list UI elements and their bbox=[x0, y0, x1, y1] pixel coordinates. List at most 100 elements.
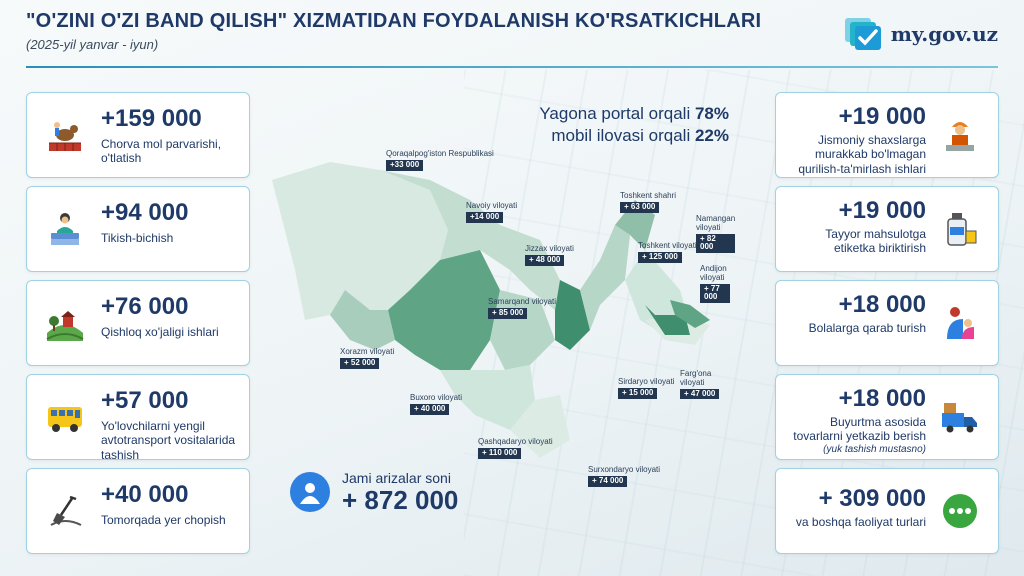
portal-stats: Yagona portal orqali 78% mobil ilovasi o… bbox=[539, 103, 729, 147]
region-value: + 110 000 bbox=[478, 447, 522, 459]
card-value: +19 000 bbox=[838, 103, 926, 130]
region-label: Farg'ona viloyati + 47 000 bbox=[680, 369, 730, 400]
portal-line-mobile: mobil ilovasi orqali 22% bbox=[539, 125, 729, 147]
region-label: Namangan viloyati + 82 000 bbox=[696, 214, 736, 254]
more-icon bbox=[943, 494, 977, 528]
region-name: Toshkent viloyati bbox=[638, 241, 697, 250]
region-value: +14 000 bbox=[466, 211, 504, 223]
card-label: va boshqa faoliyat turlari bbox=[795, 515, 926, 529]
activity-card-livestock: +159 000 Chorva mol parvarishi, o'tlatis… bbox=[26, 92, 250, 178]
region-value: + 74 000 bbox=[588, 475, 628, 487]
page-subtitle: (2025-yil yanvar - iyun) bbox=[26, 37, 159, 52]
region-name: Sirdaryo viloyati bbox=[618, 377, 675, 386]
region-label: Sirdaryo viloyati + 15 000 bbox=[618, 377, 675, 399]
logo-text: my.gov.uz bbox=[890, 22, 998, 46]
card-value: +76 000 bbox=[101, 293, 189, 320]
region-name: Buxoro viloyati bbox=[410, 393, 463, 402]
card-label: Buyurtma asosida tovarlarni yetkazib ber… bbox=[793, 415, 926, 444]
card-value: +18 000 bbox=[838, 385, 926, 412]
card-label: Qishloq xo'jaligi ishlari bbox=[101, 325, 219, 339]
checkbox-logo-icon bbox=[844, 18, 881, 50]
region-value: + 82 000 bbox=[696, 233, 736, 254]
card-label: Chorva mol parvarishi, o'tlatish bbox=[101, 137, 222, 166]
portal-value: 78% bbox=[694, 104, 729, 123]
card-label: Jismoniy shaxslarga murakkab bo'lmagan q… bbox=[798, 133, 926, 176]
card-value: + 309 000 bbox=[818, 485, 926, 512]
logo[interactable]: my.gov.uz bbox=[843, 16, 998, 52]
region-value: + 63 000 bbox=[620, 201, 660, 213]
livestock-icon bbox=[49, 122, 81, 151]
region-label: Qashqadaryo viloyati + 110 000 bbox=[478, 437, 553, 459]
region-value: + 47 000 bbox=[680, 388, 720, 400]
card-label: Bolalarga qarab turish bbox=[808, 321, 926, 335]
builder-icon bbox=[946, 122, 974, 151]
card-label: Tomorqada yer chopish bbox=[101, 513, 226, 527]
card-value: +57 000 bbox=[101, 387, 189, 414]
card-note: (yuk tashish mustasno) bbox=[823, 443, 926, 455]
region-name: Toshkent shahri bbox=[620, 191, 677, 200]
region-label: Qoraqalpog'iston Respublikasi +33 000 bbox=[386, 149, 494, 171]
total-label: Jami arizalar soni bbox=[342, 470, 451, 486]
region-value: + 52 000 bbox=[340, 357, 380, 369]
map-shape bbox=[272, 162, 710, 458]
page-title: "O'ZINI O'ZI BAND QILISH" XIZMATIDAN FOY… bbox=[26, 10, 762, 32]
region-value: + 15 000 bbox=[618, 387, 658, 399]
header: "O'ZINI O'ZI BAND QILISH" XIZMATIDAN FOY… bbox=[26, 10, 761, 52]
region-value: + 125 000 bbox=[638, 251, 682, 263]
region-value: +33 000 bbox=[386, 159, 424, 171]
portal-text: mobil ilovasi orqali bbox=[551, 126, 691, 146]
activity-card-farm: +76 000 Qishloq xo'jaligi ishlari bbox=[26, 280, 250, 366]
region-label: Xorazm viloyati + 52 000 bbox=[340, 347, 395, 369]
shovel-icon bbox=[50, 495, 82, 526]
sewing-icon bbox=[51, 213, 79, 245]
card-label: Tayyor mahsulotga etiketka biriktirish bbox=[825, 227, 926, 256]
activity-card-sewing: +94 000 Tikish-bichish bbox=[26, 186, 250, 272]
total-applications: Jami arizalar soni + 872 000 bbox=[290, 470, 458, 515]
region-name: Xorazm viloyati bbox=[340, 347, 395, 356]
activity-card-construction: +19 000 Jismoniy shaxslarga murakkab bo'… bbox=[775, 92, 999, 178]
uzbekistan-map: Qoraqalpog'iston Respublikasi +33 000 Na… bbox=[270, 140, 736, 487]
region-value: + 40 000 bbox=[410, 403, 450, 415]
card-value: +19 000 bbox=[838, 197, 926, 224]
farm-icon bbox=[46, 311, 84, 341]
total-value: + 872 000 bbox=[342, 485, 459, 515]
activity-card-labeling: +19 000 Tayyor mahsulotga etiketka birik… bbox=[775, 186, 999, 272]
region-name: Qashqadaryo viloyati bbox=[478, 437, 553, 446]
region-value: + 48 000 bbox=[525, 254, 565, 266]
card-label: Tikish-bichish bbox=[101, 231, 174, 245]
card-value: +159 000 bbox=[101, 105, 202, 132]
activity-card-other: + 309 000 va boshqa faoliyat turlari bbox=[775, 468, 999, 554]
region-label: Toshkent shahri + 63 000 bbox=[620, 191, 677, 213]
portal-value: 22% bbox=[694, 126, 729, 146]
region-name: Surxondaryo viloyati bbox=[588, 465, 661, 474]
region-value: + 85 000 bbox=[488, 307, 528, 319]
region-label: Navoiy viloyati +14 000 bbox=[466, 201, 518, 223]
region-name: Qoraqalpog'iston Respublikasi bbox=[386, 149, 494, 158]
card-value: +94 000 bbox=[101, 199, 189, 226]
region-value: + 77 000 bbox=[700, 283, 730, 304]
activity-card-childcare: +18 000 Bolalarga qarab turish bbox=[775, 280, 999, 366]
region-label: Surxondaryo viloyati + 74 000 bbox=[588, 465, 661, 487]
region-name: Jizzax viloyati bbox=[525, 244, 574, 253]
region-label: Jizzax viloyati + 48 000 bbox=[525, 244, 574, 266]
region-label: Toshkent viloyati + 125 000 bbox=[638, 241, 697, 263]
header-divider bbox=[26, 66, 998, 68]
activity-card-delivery: +18 000 Buyurtma asosida tovarlarni yetk… bbox=[775, 374, 999, 460]
childcare-icon bbox=[947, 307, 974, 339]
region-name: Navoiy viloyati bbox=[466, 201, 518, 210]
region-label: Andijon viloyati + 77 000 bbox=[700, 264, 730, 304]
portal-text: Yagona portal orqali bbox=[539, 104, 691, 123]
region-label: Samarqand viloyati + 85 000 bbox=[488, 297, 557, 319]
delivery-truck-icon bbox=[942, 403, 977, 433]
activity-card-digging: +40 000 Tomorqada yer chopish bbox=[26, 468, 250, 554]
card-value: +18 000 bbox=[838, 291, 926, 318]
activity-card-transport: +57 000 Yo'lovchilarni yengil avtotransp… bbox=[26, 374, 250, 462]
region-name: Namangan viloyati bbox=[696, 214, 736, 232]
minibus-icon bbox=[48, 407, 82, 432]
region-label: Buxoro viloyati + 40 000 bbox=[410, 393, 463, 415]
label-icon bbox=[947, 213, 977, 246]
region-name: Andijon viloyati bbox=[700, 264, 727, 282]
region-name: Farg'ona viloyati bbox=[680, 369, 712, 387]
card-label: Yo'lovchilarni yengil avtotransport vosi… bbox=[101, 419, 236, 462]
region-name: Samarqand viloyati bbox=[488, 297, 557, 306]
